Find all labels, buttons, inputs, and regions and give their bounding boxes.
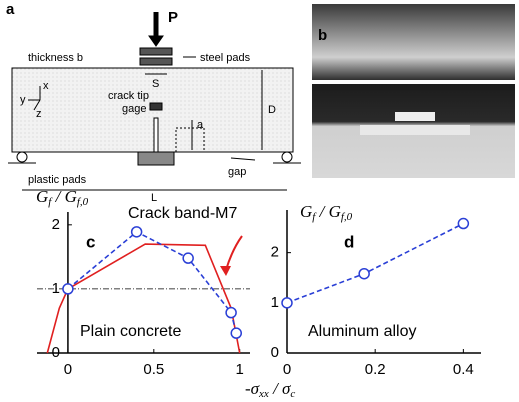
- annotation-arrow: [225, 235, 243, 271]
- annotation-arrowhead: [220, 266, 231, 276]
- x-axis-label: -σxx / σc: [245, 379, 295, 400]
- label-part: / G: [51, 187, 77, 206]
- panel-a: [8, 12, 301, 191]
- notch: [153, 117, 159, 152]
- label-part: G: [36, 187, 48, 206]
- label-part: f: [48, 196, 53, 208]
- x-tick-label: 0.2: [365, 361, 386, 378]
- axis-label: y: [20, 94, 26, 106]
- annotation: Crack band-M7: [128, 205, 237, 222]
- marker: [358, 267, 370, 280]
- y-tick-label: 1: [52, 280, 60, 297]
- label-part: / σ: [269, 379, 291, 398]
- y-tick-label: 1: [271, 294, 279, 311]
- label-part: f,0: [77, 196, 89, 208]
- panel-label: b: [318, 27, 327, 44]
- load-arrowhead: [148, 35, 164, 47]
- y-tick-label: 2: [271, 244, 279, 261]
- thickness-label: thickness b: [28, 52, 83, 64]
- load-label: P: [168, 9, 178, 26]
- x-tick-label: 0.4: [453, 361, 474, 378]
- support: [281, 151, 293, 163]
- marker: [225, 306, 237, 319]
- steel-pad: [139, 47, 173, 56]
- photo-detail: [395, 112, 435, 121]
- y-axis-label: Gf / Gf,0: [300, 202, 353, 223]
- span-label: S: [152, 78, 159, 90]
- marker: [182, 252, 194, 264]
- panel-label: d: [344, 232, 354, 251]
- label-part: -σ: [245, 379, 260, 398]
- annotation: Plain concrete: [80, 323, 181, 340]
- x-tick-label: 0: [64, 361, 72, 378]
- label-part: G: [300, 202, 312, 221]
- notch-label: a: [197, 119, 204, 131]
- marker: [457, 217, 470, 230]
- annotation: Aluminum alloy: [308, 323, 416, 340]
- gage-label: gage: [122, 103, 146, 115]
- label-part: f,0: [341, 211, 353, 223]
- plastic-label: plastic pads: [28, 174, 87, 186]
- y-tick-label: 2: [52, 216, 60, 233]
- panel-label: a: [6, 1, 15, 18]
- marker: [130, 226, 143, 238]
- gage-label: crack tip: [108, 90, 149, 102]
- fixture: [137, 151, 175, 166]
- steel-pad: [139, 57, 173, 66]
- gage: [149, 102, 163, 111]
- label-part: / G: [315, 202, 341, 221]
- pointer: [230, 157, 256, 161]
- photo-detail: [360, 125, 470, 135]
- axis-label: x: [43, 80, 49, 92]
- photo: [312, 4, 515, 80]
- length-label: L: [151, 192, 157, 204]
- label-part: xx: [258, 388, 269, 400]
- gap-label: gap: [228, 166, 246, 178]
- axis-icon: [33, 99, 41, 111]
- y-tick-label: 0: [271, 344, 279, 361]
- plastic-pad: [175, 127, 205, 153]
- marker: [281, 297, 293, 309]
- series-line: [286, 222, 464, 304]
- x-tick-label: 0.5: [143, 361, 164, 378]
- panel-label: c: [86, 232, 95, 251]
- label-part: f: [312, 211, 317, 223]
- y-axis-label: Gf / Gf,0: [36, 187, 89, 208]
- label-part: c: [290, 388, 295, 400]
- marker: [62, 283, 74, 295]
- pads-label: steel pads: [200, 52, 251, 64]
- depth-label: D: [268, 104, 276, 116]
- x-tick-label: 0: [283, 361, 291, 378]
- x-tick-label: 1: [236, 361, 244, 378]
- marker: [230, 327, 243, 339]
- axis-label: z: [36, 108, 42, 120]
- y-tick-label: 0: [52, 344, 60, 361]
- support: [16, 151, 28, 163]
